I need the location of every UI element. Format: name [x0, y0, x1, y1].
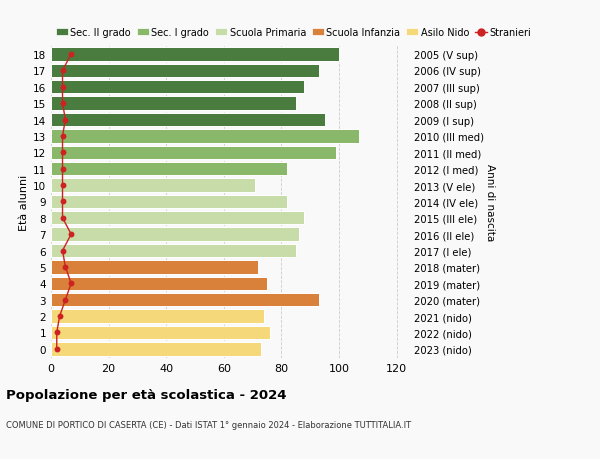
Y-axis label: Anni di nascita: Anni di nascita [485, 163, 495, 241]
Bar [51, 310, 264, 323]
Bar [51, 212, 304, 225]
Bar [51, 326, 270, 339]
Point [67, 51, 76, 59]
Point [67, 231, 76, 238]
Point [61, 117, 70, 124]
Bar [51, 146, 336, 160]
Point [55, 313, 64, 320]
Bar [51, 277, 267, 291]
Bar [51, 81, 304, 94]
Bar [51, 113, 325, 127]
Bar [51, 195, 287, 209]
Text: Popolazione per età scolastica - 2024: Popolazione per età scolastica - 2024 [6, 388, 287, 401]
Y-axis label: Età alunni: Età alunni [19, 174, 29, 230]
Point [58, 67, 67, 75]
Point [58, 84, 67, 91]
Point [52, 345, 62, 353]
Point [58, 182, 67, 189]
Bar [51, 244, 296, 257]
Point [61, 263, 70, 271]
Legend: Sec. II grado, Sec. I grado, Scuola Primaria, Scuola Infanzia, Asilo Nido, Stran: Sec. II grado, Sec. I grado, Scuola Prim… [56, 28, 532, 38]
Bar [51, 342, 261, 356]
Text: COMUNE DI PORTICO DI CASERTA (CE) - Dati ISTAT 1° gennaio 2024 - Elaborazione TU: COMUNE DI PORTICO DI CASERTA (CE) - Dati… [6, 420, 411, 429]
Bar [51, 48, 339, 62]
Bar [51, 179, 256, 192]
Bar [51, 261, 259, 274]
Point [58, 100, 67, 107]
Bar [51, 228, 299, 241]
Point [52, 329, 62, 336]
Point [58, 133, 67, 140]
Bar [51, 162, 287, 176]
Point [58, 247, 67, 255]
Bar [51, 65, 319, 78]
Bar [51, 130, 359, 143]
Point [61, 297, 70, 304]
Bar [51, 293, 319, 307]
Point [58, 215, 67, 222]
Point [58, 198, 67, 206]
Point [58, 149, 67, 157]
Point [67, 280, 76, 287]
Point [58, 166, 67, 173]
Bar [51, 97, 296, 111]
